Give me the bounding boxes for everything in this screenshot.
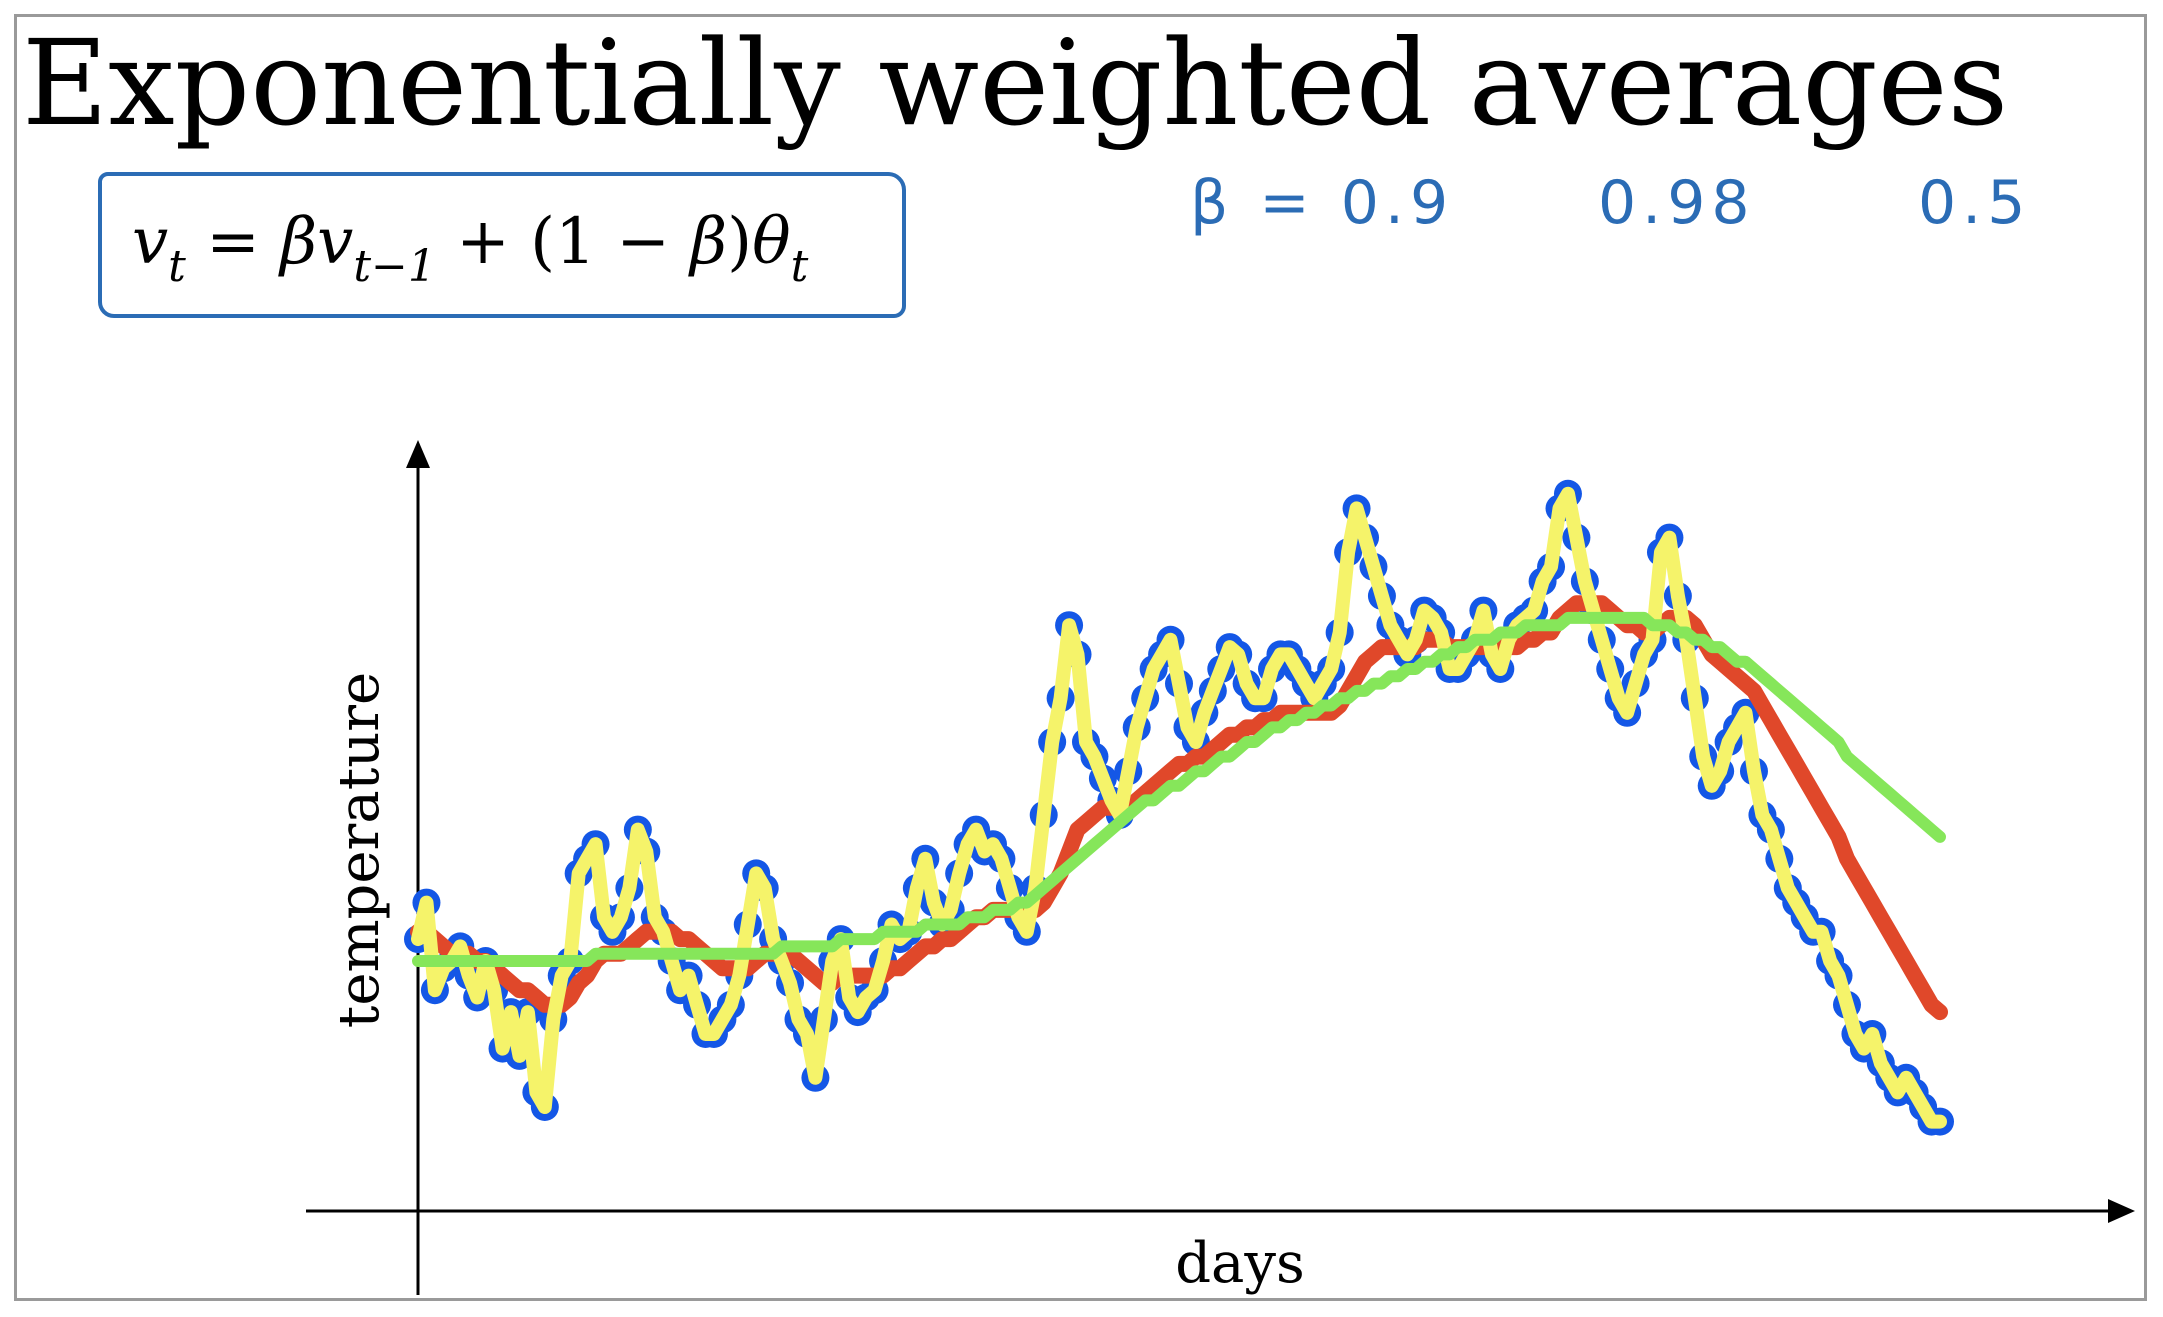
beta-note-09: β = 0.9 (1190, 168, 1455, 238)
formula-beta: β (280, 205, 318, 279)
formula-t-sub: t (168, 241, 186, 292)
beta-note-05: 0.5 (1918, 168, 2032, 238)
y-axis-label: temperature (327, 672, 392, 1028)
formula-v: v (132, 205, 169, 279)
y-axis-arrow-icon (406, 440, 430, 468)
data-series (410, 486, 1948, 1129)
data-points (404, 479, 1954, 1136)
formula-tminus1-sub: t−1 (353, 241, 436, 292)
x-axis-label: days (1175, 1231, 1305, 1296)
formula-eq: = (185, 205, 281, 279)
formula-v-prev: v (317, 205, 354, 279)
chart-axes: days temperature (306, 440, 2135, 1296)
formula-close: ) (727, 205, 753, 279)
beta-note-098: 0.98 (1598, 168, 1756, 238)
formula-plus-open: + (1 − (435, 205, 691, 279)
formula-box: vt = βvt−1 + (1 − β)θt (98, 172, 906, 318)
formula-beta-2: β (690, 205, 728, 279)
slide-title: Exponentially weighted averages (22, 14, 2009, 152)
green-series-line (412, 611, 1946, 967)
ewa-formula: vt = βvt−1 + (1 − β)θt (132, 192, 808, 292)
x-axis-arrow-icon (2108, 1199, 2135, 1223)
formula-theta-sub: t (790, 241, 809, 292)
formula-theta: θ (752, 205, 791, 279)
yellow-series-line (411, 486, 1947, 1129)
